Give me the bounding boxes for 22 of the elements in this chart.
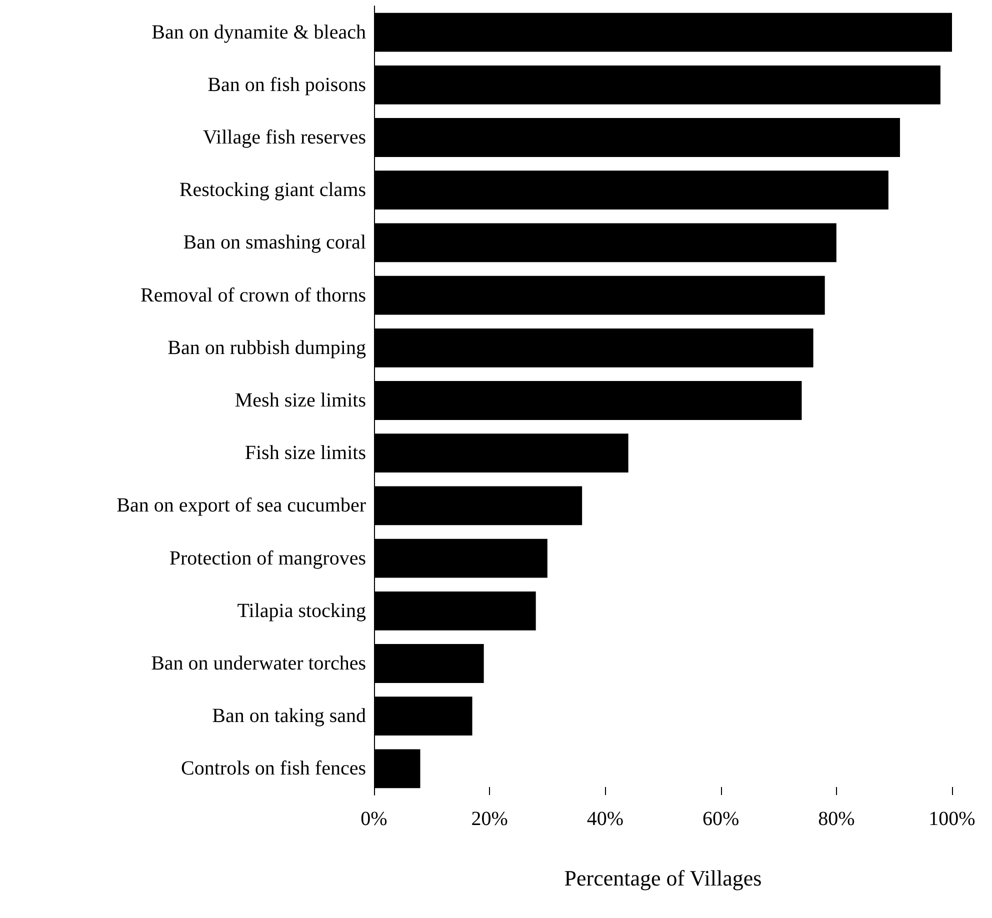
- x-tick-label: 60%: [702, 808, 740, 830]
- y-tick-label: Village fish reserves: [202, 126, 366, 148]
- y-tick-label: Controls on fish fences: [181, 758, 366, 780]
- y-tick-label: Ban on dynamite & bleach: [152, 21, 366, 44]
- y-tick-label: Ban on taking sand: [212, 705, 366, 728]
- y-tick-label: Fish size limits: [244, 442, 366, 464]
- y-tick-label: Ban on smashing coral: [183, 232, 366, 254]
- y-tick-label: Restocking giant clams: [179, 179, 366, 202]
- y-tick-label: Ban on fish poisons: [208, 74, 366, 96]
- x-tick-label: 80%: [818, 808, 855, 830]
- y-tick-label: Tilapia stocking: [237, 600, 366, 622]
- y-tick-label: Protection of mangroves: [169, 547, 366, 570]
- x-tick-label: 40%: [586, 808, 624, 830]
- y-tick-label: Ban on export of sea cucumber: [116, 494, 366, 517]
- y-tick-label: Removal of crown of thorns: [140, 284, 366, 306]
- y-tick-label: Ban on rubbish dumping: [168, 336, 366, 359]
- y-tick-label: Ban on underwater torches: [151, 652, 366, 674]
- x-axis-title: Percentage of Villages: [564, 866, 762, 890]
- y-tick-label: Mesh size limits: [234, 390, 366, 412]
- x-tick-label: 20%: [471, 808, 508, 830]
- x-tick-label: 0%: [360, 808, 388, 830]
- x-tick-label: 100%: [928, 808, 976, 830]
